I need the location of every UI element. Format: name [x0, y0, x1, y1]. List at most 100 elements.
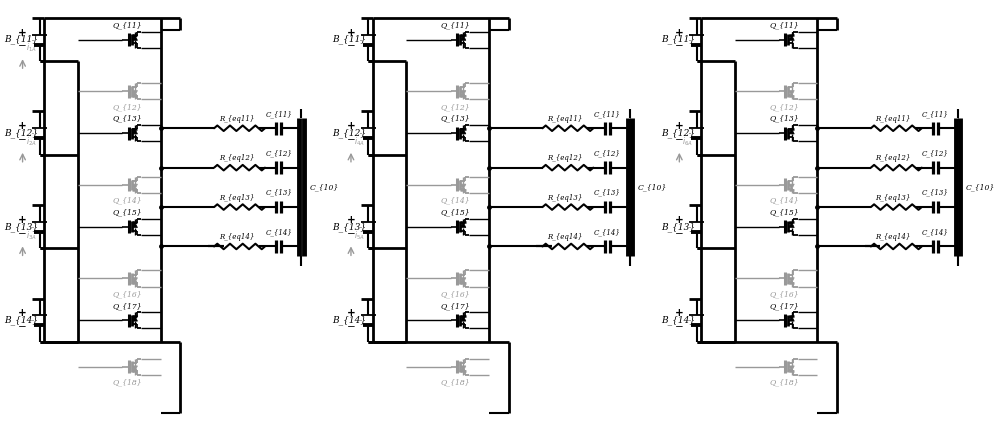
Polygon shape — [460, 366, 466, 371]
Text: R_{eq13}: R_{eq13} — [219, 194, 254, 202]
Text: B_{13}: B_{13} — [661, 222, 695, 232]
Text: R_{eq11}: R_{eq11} — [875, 115, 911, 123]
Text: B_{14}: B_{14} — [4, 316, 38, 325]
Text: R_{eq11}: R_{eq11} — [547, 115, 582, 123]
Polygon shape — [789, 316, 794, 321]
Text: R_{eq14}: R_{eq14} — [547, 233, 582, 241]
Polygon shape — [460, 91, 466, 96]
Text: B_{11}: B_{11} — [4, 35, 38, 44]
Text: +: + — [18, 121, 27, 131]
Polygon shape — [132, 35, 137, 41]
Text: C_{10}: C_{10} — [638, 183, 667, 191]
Text: C_{11}: C_{11} — [922, 110, 949, 118]
Polygon shape — [132, 366, 137, 371]
Text: C_{13}: C_{13} — [265, 189, 292, 197]
Text: Q_{15}: Q_{15} — [112, 208, 142, 216]
Text: Q_{11}: Q_{11} — [441, 21, 470, 29]
Text: R_{eq12}: R_{eq12} — [547, 154, 582, 162]
Text: Q_{12}: Q_{12} — [769, 103, 799, 111]
Text: Q_{16}: Q_{16} — [112, 290, 142, 298]
Text: B_{14}: B_{14} — [333, 316, 367, 325]
Text: C_{13}: C_{13} — [922, 189, 949, 197]
Text: +: + — [347, 28, 355, 38]
Text: Q_{13}: Q_{13} — [112, 115, 142, 123]
Text: $i_{1A}$: $i_{1A}$ — [26, 42, 36, 54]
Text: $i_{2A}$: $i_{2A}$ — [26, 135, 36, 148]
Text: −: − — [18, 41, 27, 51]
Text: C_{14}: C_{14} — [265, 228, 292, 236]
Text: R_{eq12}: R_{eq12} — [875, 154, 911, 162]
Text: B_{12}: B_{12} — [4, 128, 38, 138]
Polygon shape — [789, 184, 794, 189]
Text: Q_{11}: Q_{11} — [112, 21, 142, 29]
Polygon shape — [789, 366, 794, 371]
Text: Q_{16}: Q_{16} — [769, 290, 799, 298]
Polygon shape — [460, 184, 466, 189]
Polygon shape — [460, 129, 466, 134]
Text: +: + — [18, 28, 27, 38]
Text: −: − — [18, 229, 27, 239]
Text: +: + — [675, 121, 684, 131]
Text: −: − — [675, 229, 684, 239]
Polygon shape — [789, 91, 794, 96]
Polygon shape — [789, 35, 794, 41]
Polygon shape — [460, 316, 466, 321]
Text: Q_{17}: Q_{17} — [769, 302, 799, 310]
Text: R_{eq11}: R_{eq11} — [219, 115, 254, 123]
Text: B_{13}: B_{13} — [333, 222, 367, 232]
Polygon shape — [132, 278, 137, 283]
Text: B_{14}: B_{14} — [661, 316, 695, 325]
Text: Q_{18}: Q_{18} — [441, 379, 470, 387]
Polygon shape — [460, 35, 466, 41]
Text: R_{eq12}: R_{eq12} — [219, 154, 254, 162]
Text: C_{13}: C_{13} — [594, 189, 621, 197]
Text: −: − — [675, 41, 684, 51]
Polygon shape — [460, 222, 466, 227]
Polygon shape — [460, 278, 466, 283]
Text: B_{12}: B_{12} — [661, 128, 695, 138]
Text: R_{eq13}: R_{eq13} — [875, 194, 911, 202]
Text: B_{11}: B_{11} — [333, 35, 367, 44]
Text: −: − — [675, 135, 684, 145]
Text: Q_{18}: Q_{18} — [112, 379, 142, 387]
Text: R_{eq13}: R_{eq13} — [547, 194, 582, 202]
Text: Q_{14}: Q_{14} — [769, 197, 799, 205]
Text: B_{12}: B_{12} — [333, 128, 367, 138]
Text: C_{14}: C_{14} — [922, 228, 949, 236]
Text: −: − — [347, 322, 355, 332]
Text: +: + — [675, 308, 684, 319]
Text: Q_{13}: Q_{13} — [441, 115, 470, 123]
Text: −: − — [347, 135, 355, 145]
Text: Q_{15}: Q_{15} — [441, 208, 470, 216]
Text: +: + — [347, 308, 355, 319]
Text: Q_{15}: Q_{15} — [769, 208, 799, 216]
Text: −: − — [18, 322, 27, 332]
Text: Q_{11}: Q_{11} — [769, 21, 799, 29]
Text: R_{eq14}: R_{eq14} — [219, 233, 254, 241]
Polygon shape — [132, 129, 137, 134]
Polygon shape — [132, 91, 137, 96]
Text: C_{11}: C_{11} — [594, 110, 621, 118]
Text: Q_{13}: Q_{13} — [769, 115, 799, 123]
Polygon shape — [132, 184, 137, 189]
Polygon shape — [789, 278, 794, 283]
Text: +: + — [18, 215, 27, 225]
Text: $i_{4A}$: $i_{4A}$ — [354, 135, 365, 148]
Polygon shape — [132, 222, 137, 227]
Text: Q_{14}: Q_{14} — [112, 197, 142, 205]
Polygon shape — [789, 222, 794, 227]
Polygon shape — [789, 129, 794, 134]
Text: $i_{6A}$: $i_{6A}$ — [682, 135, 693, 148]
Text: +: + — [675, 28, 684, 38]
Text: $i_{5A}$: $i_{5A}$ — [354, 229, 365, 241]
Text: C_{14}: C_{14} — [594, 228, 621, 236]
Text: Q_{12}: Q_{12} — [441, 103, 470, 111]
Text: +: + — [675, 215, 684, 225]
Text: $i_{3A}$: $i_{3A}$ — [26, 229, 36, 241]
Text: C_{10}: C_{10} — [966, 183, 995, 191]
Text: C_{10}: C_{10} — [309, 183, 339, 191]
Text: R_{eq14}: R_{eq14} — [875, 233, 911, 241]
Text: C_{12}: C_{12} — [265, 149, 292, 157]
Text: Q_{17}: Q_{17} — [112, 302, 142, 310]
Text: C_{12}: C_{12} — [922, 149, 949, 157]
